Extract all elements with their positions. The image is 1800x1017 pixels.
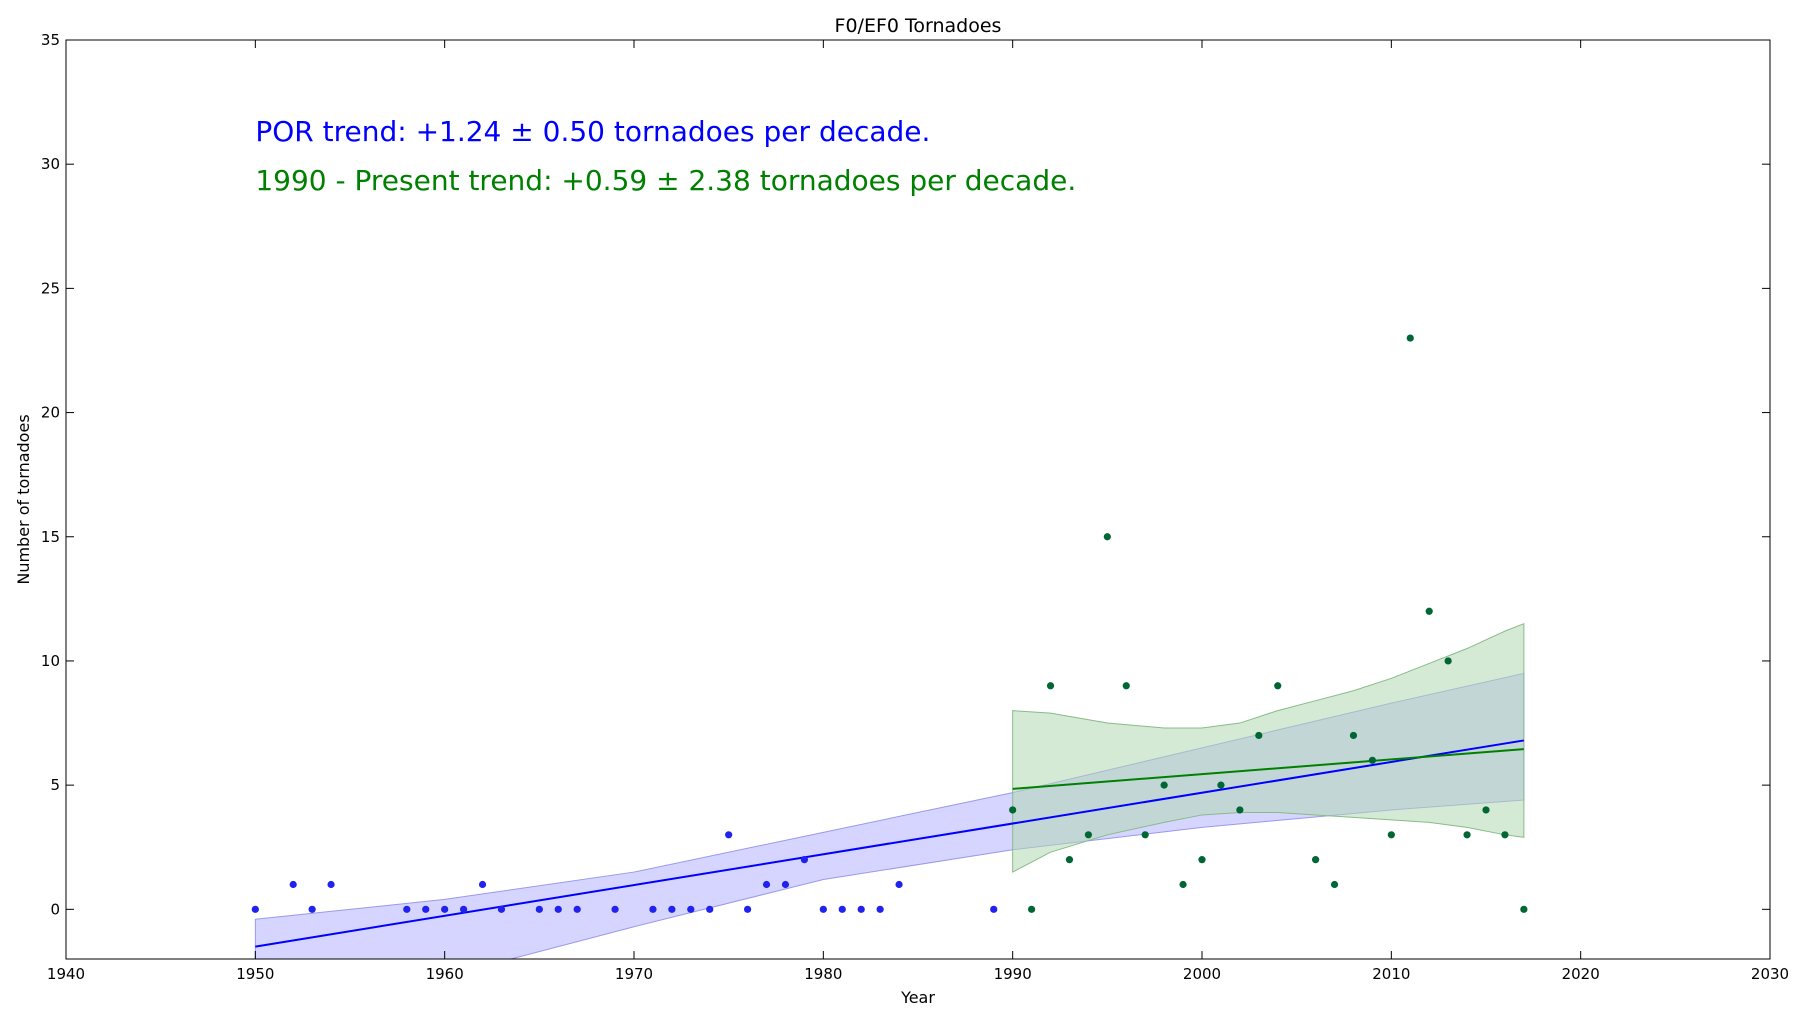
data-point: [554, 905, 562, 913]
recent-trend-annotation: 1990 - Present trend: +0.59 ± 2.38 torna…: [255, 164, 1076, 197]
data-point: [687, 905, 695, 913]
data-point: [403, 905, 411, 913]
por-trend-annotation: POR trend: +1.24 ± 0.50 tornadoes per de…: [255, 115, 930, 148]
data-point: [1103, 533, 1111, 541]
y-tick-label: 5: [50, 776, 60, 794]
data-point: [1198, 856, 1206, 864]
data-point: [1065, 856, 1074, 864]
y-tick-label: 30: [41, 155, 60, 173]
data-point: [990, 905, 998, 913]
data-point: [876, 905, 884, 913]
confidence-bands: [254, 622, 1525, 959]
data-point: [1482, 806, 1490, 814]
recent-trend-line: [1012, 748, 1524, 790]
y-axis-label: Number of tornadoes: [14, 414, 33, 584]
y-tick-label: 35: [41, 31, 60, 49]
x-tick-label: 1990: [994, 965, 1032, 983]
x-tick-label: 1980: [804, 965, 842, 983]
x-tick-label: 2000: [1183, 965, 1221, 983]
data-point: [725, 831, 733, 839]
data-points: [251, 334, 1528, 913]
x-axis-label: Year: [900, 988, 935, 1007]
data-point: [1028, 905, 1036, 913]
data-point: [1349, 731, 1358, 740]
data-point: [1425, 607, 1433, 615]
data-point: [1368, 756, 1376, 764]
x-tick-label: 1940: [47, 965, 85, 983]
x-tick-label: 1970: [615, 965, 653, 983]
data-point: [1009, 806, 1017, 814]
data-point: [1160, 781, 1168, 789]
data-point: [1501, 831, 1509, 839]
data-point: [1444, 657, 1452, 665]
data-point: [478, 880, 487, 889]
data-point: [1046, 682, 1055, 690]
data-point: [535, 905, 543, 913]
data-point: [781, 880, 790, 889]
data-point: [649, 905, 657, 913]
recent-confidence-band: [1012, 622, 1525, 873]
data-point: [1255, 731, 1263, 740]
data-point: [611, 905, 619, 913]
data-point: [460, 905, 468, 913]
data-point: [251, 905, 259, 913]
data-point: [308, 905, 316, 913]
trend-lines: [255, 739, 1525, 948]
data-point: [1406, 334, 1414, 342]
data-point: [819, 905, 827, 913]
data-point: [800, 856, 809, 864]
data-point: [1122, 682, 1130, 690]
x-tick-label: 2010: [1372, 965, 1410, 983]
plot-frame: [65, 39, 1771, 960]
data-point: [327, 880, 335, 889]
data-point: [762, 880, 771, 889]
data-point: [1179, 880, 1187, 889]
data-point: [441, 905, 449, 913]
x-tick-label: 2030: [1751, 965, 1789, 983]
data-point: [895, 880, 903, 889]
y-tick-label: 25: [41, 279, 60, 297]
data-point: [744, 905, 752, 913]
data-point: [857, 905, 865, 913]
data-point: [1387, 831, 1395, 839]
data-point: [289, 880, 297, 889]
x-tick-label: 1960: [426, 965, 464, 983]
y-tick-label: 0: [50, 900, 60, 918]
y-axis: 0 5 10 15 20 25 30 35: [41, 31, 1770, 918]
y-tick-label: 15: [41, 528, 60, 546]
data-point: [1520, 905, 1528, 913]
data-point: [668, 905, 676, 913]
data-point: [706, 905, 714, 913]
chart-title: F0/EF0 Tornadoes: [835, 15, 1002, 37]
data-point: [1330, 880, 1339, 889]
data-point: [1217, 781, 1225, 789]
data-point: [1141, 831, 1149, 839]
x-tick-label: 2020: [1562, 965, 1600, 983]
data-point: [1084, 831, 1092, 839]
data-point: [1463, 831, 1471, 839]
data-point: [422, 905, 430, 913]
x-axis: 1940 1950 1960 1970 1980 1990 2000 2010 2020 2030: [47, 40, 1789, 983]
data-point: [1274, 682, 1282, 690]
data-point: [497, 905, 506, 913]
data-point: [1312, 856, 1320, 864]
x-tick-label: 1950: [236, 965, 274, 983]
data-point: [838, 905, 846, 913]
data-point: [1236, 806, 1244, 814]
y-tick-label: 10: [41, 652, 60, 670]
por-trend-line: [255, 739, 1525, 948]
data-point: [573, 905, 581, 913]
y-tick-label: 20: [41, 404, 60, 422]
